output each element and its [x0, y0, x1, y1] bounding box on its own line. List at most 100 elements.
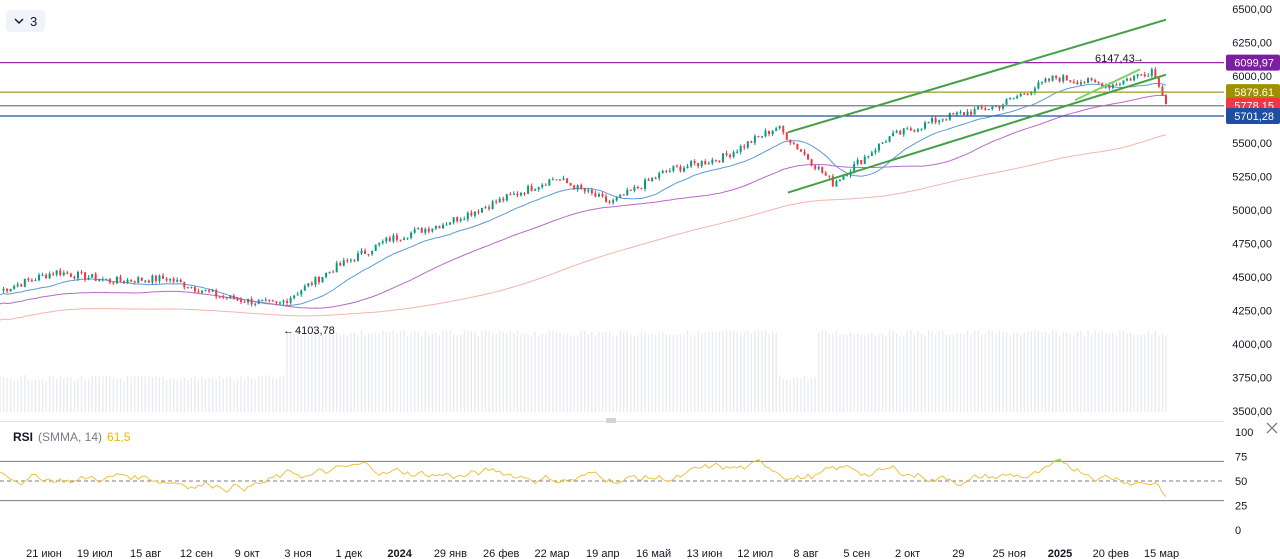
candle-body [505, 194, 508, 201]
volume-bar [116, 378, 118, 412]
candle-body [268, 299, 271, 301]
horizontal-levels[interactable] [0, 62, 1224, 117]
candle-body [729, 155, 732, 157]
volume-bar [555, 331, 558, 412]
volume-bar [945, 335, 947, 412]
candle-body [913, 130, 916, 132]
candle-body [860, 160, 863, 164]
volume-bar [112, 377, 115, 412]
volume-bar [1037, 331, 1040, 412]
candle-body [23, 278, 26, 287]
volume-bar [456, 335, 458, 412]
candle-body [101, 279, 104, 281]
trend-channel[interactable] [787, 18, 1167, 194]
volume-bar [896, 333, 898, 412]
candle-body [920, 128, 923, 130]
rsi-pane[interactable] [0, 458, 1224, 502]
candle-body [286, 300, 289, 303]
volume-bar [690, 334, 692, 412]
volume-bar [1144, 334, 1146, 412]
candle-body [768, 130, 771, 135]
price-tick-label: 6500,00 [1232, 4, 1272, 16]
candle-body [838, 179, 841, 182]
volume-bar [772, 331, 774, 412]
candle-body [13, 286, 16, 289]
candle-body [381, 241, 384, 243]
pane-resize-handle[interactable] [606, 418, 616, 423]
volume-bar [800, 378, 802, 412]
candle-body [179, 279, 182, 282]
time-tick-label: 2025 [1048, 548, 1072, 559]
candle-body [356, 253, 359, 261]
candle-body [881, 142, 884, 144]
volume-bar [1041, 332, 1043, 412]
volume-bar [382, 330, 384, 412]
volume-bar [1161, 333, 1164, 412]
volume-bar [913, 334, 915, 412]
time-axis[interactable]: 21 июн 19 июл 15 авг 12 сен 9 окт 3 ноя 1 дек 2… [26, 548, 1179, 559]
candle-body [293, 295, 296, 299]
volume-bar [123, 380, 125, 412]
volume-bar [1080, 330, 1082, 412]
candle-body [888, 136, 891, 142]
volume-bar [268, 375, 270, 412]
volume-bar [488, 331, 490, 412]
candle-body [626, 189, 629, 196]
close-icon[interactable] [1265, 421, 1279, 435]
candle-body [619, 194, 622, 198]
low-arrow-icon: ← [283, 325, 294, 337]
volume-bar [1122, 331, 1125, 412]
volume-bar [84, 379, 86, 412]
volume-bar [956, 332, 958, 412]
candle-body [208, 290, 211, 292]
candle-body [612, 200, 615, 203]
volume-bar [513, 332, 515, 412]
candle-body [30, 280, 33, 282]
volume-bar [888, 330, 891, 412]
ma-mid-line [0, 94, 1167, 309]
candle-body [934, 118, 937, 123]
volume-bar [304, 332, 306, 412]
volume-bar [24, 375, 26, 412]
volume-bar [1023, 332, 1025, 412]
volume-bar [226, 377, 228, 412]
candle-body [941, 119, 944, 121]
volume-bar [421, 335, 423, 412]
volume-bar [676, 334, 678, 412]
candle-body [824, 172, 827, 176]
candle-body [576, 184, 579, 190]
time-tick-label: 1 дек [336, 548, 363, 559]
volume-bar [722, 331, 724, 412]
volume-bar [630, 334, 632, 412]
high-label: 6147,43 [1095, 53, 1135, 65]
candle-body [41, 274, 44, 276]
volume-bar [920, 333, 923, 412]
collapse-indicators-button[interactable]: 3 [6, 10, 46, 32]
candle-body [704, 161, 707, 165]
rsi-legend[interactable]: RSI (SMMA, 14) 61,5 [13, 430, 130, 444]
candle-body [197, 291, 200, 293]
volume-bar [598, 332, 600, 412]
volume-bar [1094, 330, 1096, 412]
volume-bar [569, 334, 572, 412]
candle-body [810, 159, 813, 166]
annotations: 6147,43 → ← 4103,78 [283, 53, 1144, 337]
candle-body [438, 225, 441, 229]
candle-body [927, 122, 930, 124]
candle-body [445, 224, 448, 226]
volume-bar [265, 376, 267, 412]
candle-body [335, 263, 338, 273]
volume-bar [754, 331, 756, 412]
volume-bar [410, 333, 412, 412]
volume-bar [828, 333, 830, 412]
candle-body [775, 128, 778, 131]
candle-body [558, 179, 561, 181]
candle-body [296, 294, 299, 296]
volume-bar [343, 334, 345, 412]
candle-body [431, 228, 434, 232]
candle-body [491, 201, 494, 209]
volume-bar [339, 335, 341, 412]
time-tick-label: 2024 [387, 548, 412, 559]
price-tick-label: 4000,00 [1232, 339, 1272, 351]
